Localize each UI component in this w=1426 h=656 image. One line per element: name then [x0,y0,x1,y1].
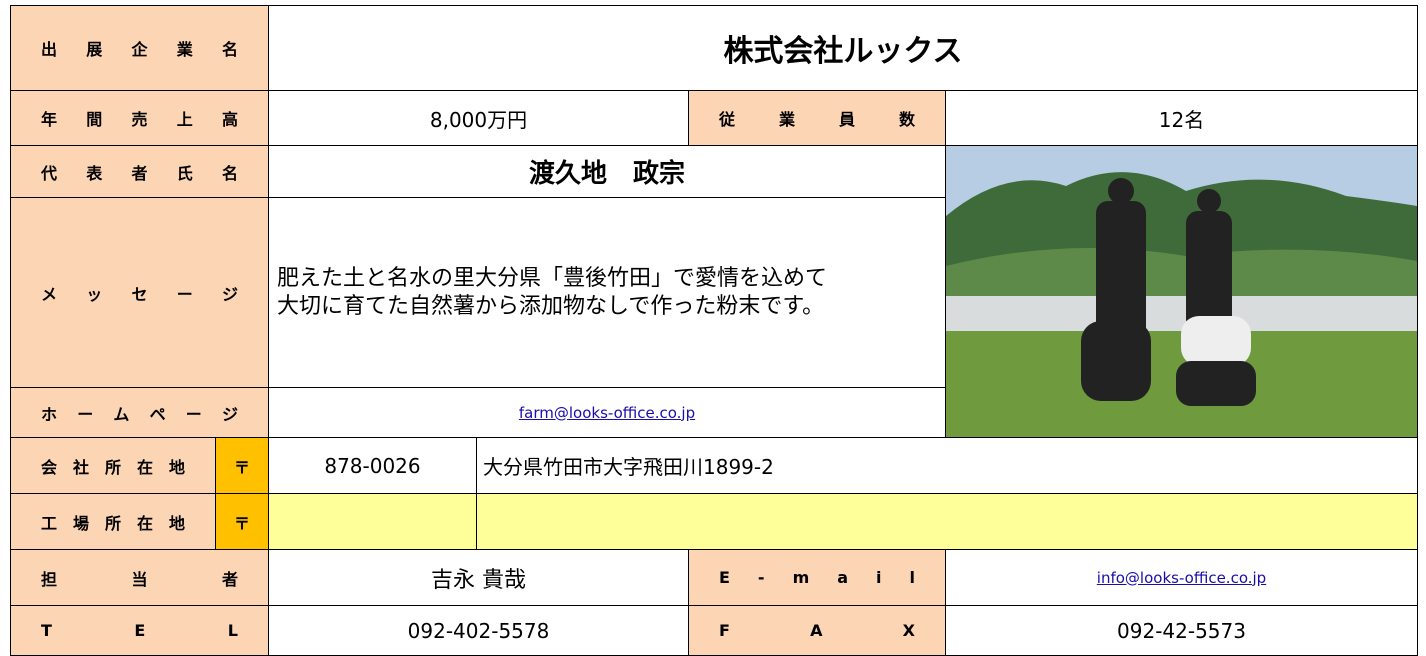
label: 工 場 所 在 地 [41,513,185,533]
address: 大分県竹田市大字飛田川1899-2 [483,455,774,479]
value-cell: 8,000万円 [268,90,689,146]
value-cell: 878-0026 [268,437,477,494]
homepage-link[interactable]: farm@looks-office.co.jp [518,403,696,422]
message-line: 肥えた土と名水の里大分県「豊後竹田」で愛情を込めて [277,265,828,291]
label-cell: F A X [688,605,946,656]
sales-value: 8,000万円 [429,107,528,132]
postal-mark: 〒 [233,457,250,477]
tel-value: 092-402-5578 [407,618,550,643]
label: F A X [719,621,915,640]
company-cell: 株式会社ルックス [268,5,1418,91]
empty-cell [268,493,477,550]
label: 担 当 者 [41,569,238,589]
label-cell: 担 当 者 [10,549,269,606]
contact-name: 吉永 貴哉 [431,567,526,593]
value-cell: 092-402-5578 [268,605,689,656]
photo-cell [945,145,1418,438]
value-cell: info@looks-office.co.jp [945,549,1418,606]
label-cell: 年 間 売 上 高 [10,90,269,146]
representative-name: 渡久地 政宗 [528,159,685,189]
label: ホ ー ム ペ ー ジ [41,404,238,424]
label-cell: メ ッ セ ー ジ [10,197,269,388]
label-cell: E - m a i l [688,549,946,606]
company-name: 株式会社ルックス [723,34,963,69]
employees-value: 12名 [1158,107,1205,132]
value-cell: 渡久地 政宗 [268,145,946,198]
label: E - m a i l [719,568,915,587]
value-cell: 吉永 貴哉 [268,549,689,606]
postal-code: 878-0026 [324,453,421,478]
label-cell: 工 場 所 在 地 [10,493,216,550]
empty-cell [476,493,1418,550]
value-cell: farm@looks-office.co.jp [268,387,946,438]
fax-value: 092-42-5573 [1117,618,1246,643]
email-link[interactable]: info@looks-office.co.jp [1096,568,1267,587]
label: 出 展 企 業 名 [41,40,238,59]
label: 会 社 所 在 地 [41,457,185,477]
label: 年 間 売 上 高 [41,110,238,129]
label-cell: ホ ー ム ペ ー ジ [10,387,269,438]
value-cell: 12名 [945,90,1418,146]
postal-mark-cell: 〒 [215,437,269,494]
postal-mark-cell: 〒 [215,493,269,550]
label-cell: 会 社 所 在 地 [10,437,216,494]
label-cell: 従 業 員 数 [688,90,946,146]
value-cell: 092-42-5573 [945,605,1418,656]
postal-mark: 〒 [233,513,250,533]
label: メ ッ セ ー ジ [41,284,238,304]
label: 従 業 員 数 [719,110,915,129]
value-cell: 大分県竹田市大字飛田川1899-2 [476,437,1418,494]
message-cell: 肥えた土と名水の里大分県「豊後竹田」で愛情を込めて 大切に育てた自然薯から添加物… [268,197,946,388]
label-cell: T E L [10,605,269,656]
label-cell: 出 展 企 業 名 [10,5,269,91]
label-cell: 代 表 者 氏 名 [10,145,269,198]
label: T E L [41,621,238,640]
photo [946,146,1417,437]
label: 代 表 者 氏 名 [41,163,238,183]
message-line: 大切に育てた自然薯から添加物なしで作った粉末です。 [277,293,825,319]
